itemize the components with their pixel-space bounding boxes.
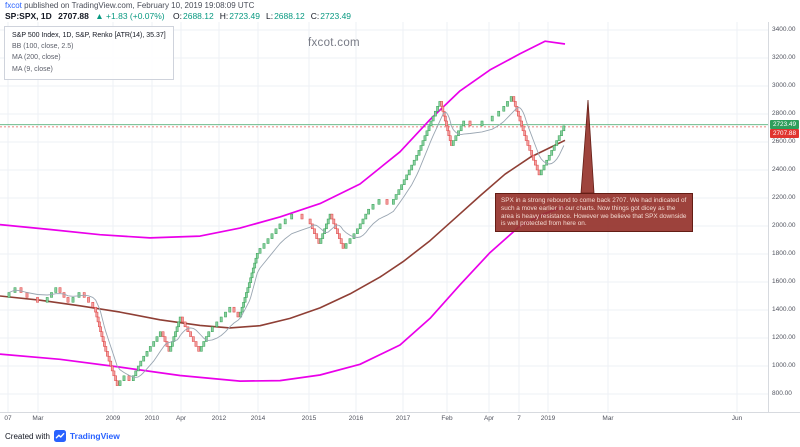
created-with-label: Created with: [5, 431, 50, 441]
price-axis-label: 2800.00: [772, 110, 796, 117]
price-axis[interactable]: 2723.49 2707.88 3400.00 3200.00 3000.00 280…: [768, 22, 800, 412]
time-axis-label: 2010: [144, 415, 160, 422]
publisher-link[interactable]: fxcot: [5, 1, 22, 10]
ohlc-value: 2688.12: [183, 11, 214, 21]
legend-ma200-line: MA (200, close): [12, 54, 61, 62]
last-price-badge: 2707.88: [770, 129, 799, 138]
chart-area[interactable]: fxcot.com S&P 500 Index, 1D, S&P, Renko …: [0, 22, 768, 412]
price-axis-label: 3000.00: [772, 82, 796, 89]
time-axis-label: 2016: [348, 415, 364, 422]
legend-ma9-line: MA (9, close): [12, 65, 53, 73]
price-axis-label: 2000.00: [772, 222, 796, 229]
published-text: published on TradingView.com, February 1…: [21, 1, 255, 10]
annotation-callout: SPX in a strong rebound to come back 270…: [495, 193, 693, 233]
published-line: fxcot published on TradingView.com, Febr…: [5, 1, 254, 10]
high-price-badge: 2723.49: [770, 120, 799, 129]
time-axis[interactable]: 07 Mar 2009 2010 Apr 2012 2014 2015 2016 2017 Feb A…: [0, 412, 800, 426]
chart-canvas[interactable]: [0, 22, 768, 412]
tradingview-brand-link[interactable]: TradingView: [69, 431, 120, 441]
time-axis-label: Apr: [175, 415, 187, 422]
price-axis-label: 3200.00: [772, 54, 796, 61]
ohlc-label: H:: [219, 11, 229, 21]
time-axis-label: Jun: [731, 415, 743, 422]
tradingview-logo-icon: [53, 430, 66, 442]
time-axis-label: Feb: [441, 415, 453, 422]
ohlc-values: O:2688.12 H:2723.49 L:2688.12 C:2723.49: [167, 11, 351, 21]
footer: Created with TradingView: [0, 425, 800, 447]
time-axis-label: 7: [517, 415, 521, 422]
legend-bb-line: BB (100, close, 2.5): [12, 43, 74, 51]
price-change: ▲ +1.83 (+0.07%): [95, 11, 165, 21]
ohlc-value: 2723.49: [320, 11, 352, 21]
price-axis-label: 1600.00: [772, 278, 796, 285]
time-axis-label: 2015: [301, 415, 317, 422]
price-axis-label: 1400.00: [772, 306, 796, 313]
header: fxcot published on TradingView.com, Febr…: [0, 0, 800, 22]
ohlc-label: L:: [265, 11, 274, 21]
time-axis-label: Apr: [483, 415, 495, 422]
time-axis-label: Mar: [602, 415, 614, 422]
price-axis-label: 2600.00: [772, 138, 796, 145]
time-axis-label: 07: [4, 415, 12, 422]
ohlc-value: 2688.12: [274, 11, 305, 21]
price-axis-label: 800.00: [772, 390, 792, 397]
price-axis-label: 3400.00: [772, 26, 796, 33]
symbol-label: SP:SPX, 1D: [5, 11, 52, 21]
price-axis-label: 1000.00: [772, 362, 796, 369]
last-price: 2707.88: [58, 11, 89, 21]
ohlc-value: 2723.49: [229, 11, 260, 21]
legend-symbol-line: S&P 500 Index, 1D, S&P, Renko [ATR(14), …: [12, 32, 166, 39]
time-axis-label: 2012: [211, 415, 227, 422]
time-axis-label: 2009: [105, 415, 121, 422]
time-axis-label: Mar: [32, 415, 44, 422]
price-axis-label: 1800.00: [772, 250, 796, 257]
price-axis-label: 2400.00: [772, 166, 796, 173]
indicator-legend: S&P 500 Index, 1D, S&P, Renko [ATR(14), …: [4, 26, 174, 80]
ohlc-label: C:: [310, 11, 320, 21]
ohlc-label: O:: [173, 11, 182, 21]
time-axis-label: 2017: [395, 415, 411, 422]
price-axis-label: 1200.00: [772, 334, 796, 341]
price-axis-label: 2200.00: [772, 194, 796, 201]
watermark: fxcot.com: [308, 37, 360, 49]
quote-line: SP:SPX, 1D 2707.88 ▲ +1.83 (+0.07%) O:26…: [5, 11, 351, 21]
time-axis-label: 2014: [250, 415, 266, 422]
time-axis-label: 2019: [540, 415, 556, 422]
